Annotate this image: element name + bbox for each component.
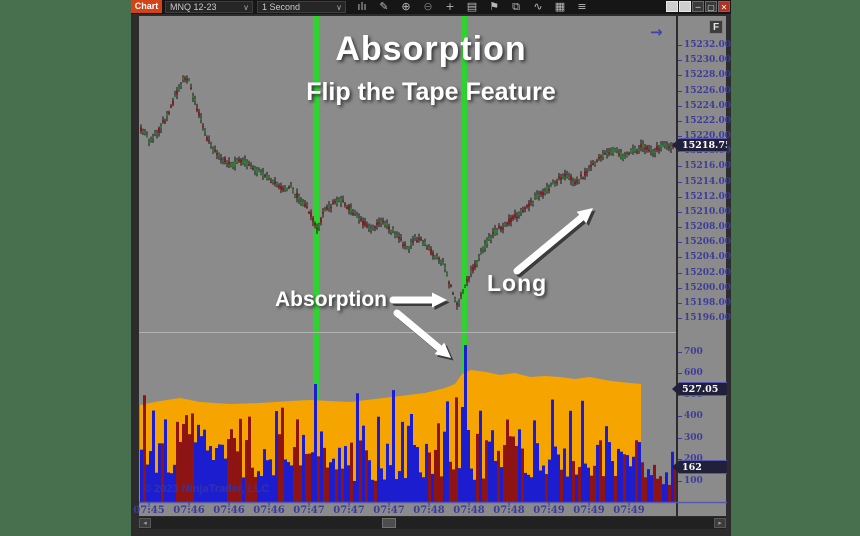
price-tick: 15196.00 (678, 313, 731, 324)
time-label: 07:47 (293, 505, 325, 516)
price-tick: 15226.00 (678, 85, 731, 96)
last-price-badge: 15218.75 (672, 138, 727, 152)
volume-tick: 600 (678, 368, 703, 378)
interval-dropdown[interactable]: 1 Second ∨ (257, 1, 346, 13)
scroll-left-button[interactable]: ◂ (139, 518, 151, 528)
long-annotation: Long (487, 270, 548, 296)
time-label: 07:49 (533, 505, 565, 516)
minimize-button[interactable]: ─ (692, 1, 704, 12)
jump-to-now-icon[interactable]: → (650, 23, 663, 41)
time-label: 07:46 (253, 505, 285, 516)
taskbar-square-1[interactable] (666, 1, 678, 12)
delta-badge: 162 (672, 460, 727, 474)
list-icon[interactable]: ≡ (577, 0, 587, 13)
price-tick: 15208.00 (678, 222, 731, 233)
copyright-text: © 2023 NinjaTrader, LLC (143, 483, 270, 495)
price-tick: 15228.00 (678, 70, 731, 81)
chevron-down-icon: ∨ (243, 3, 249, 12)
price-tick: 15230.00 (678, 55, 731, 66)
titlebar: Chart MNQ 12-23 ∨ 1 Second ∨ ılı ✎ ⊕ ⊖ + ▤ ⚑ ⧉ ∿… (131, 0, 731, 14)
instrument-dropdown[interactable]: MNQ 12-23 ∨ (165, 1, 253, 13)
time-label: 07:48 (413, 505, 445, 516)
cumulative-delta-badge: 527.05 (672, 382, 727, 396)
bar-type-icon[interactable]: ılı (357, 0, 367, 13)
price-tick: 15214.00 (678, 176, 731, 187)
price-tick: 15224.00 (678, 100, 731, 111)
toolbar-icons: ılı ✎ ⊕ ⊖ + ▤ ⚑ ⧉ ∿ ▦ ≡ (351, 0, 593, 14)
price-tick: 15204.00 (678, 252, 731, 263)
price-tick: 15198.00 (678, 297, 731, 308)
h-scrollbar[interactable]: ◂ ▸ (139, 517, 726, 529)
window-buttons: ─ ▢ ✕ (665, 1, 730, 13)
price-tick: 15210.00 (678, 206, 731, 217)
close-button[interactable]: ✕ (718, 1, 730, 12)
overlay-title: Absorption (335, 30, 527, 68)
volume-tick: 200 (678, 454, 703, 464)
zoom-out-icon[interactable]: ⊖ (423, 0, 433, 13)
price-tick: 15222.00 (678, 115, 731, 126)
price-tick: 15232.00 (678, 40, 731, 50)
tab-chart[interactable]: Chart (131, 0, 162, 13)
price-tick: 15202.00 (678, 267, 731, 278)
time-label: 07:48 (453, 505, 485, 516)
note-icon[interactable]: ▤ (466, 0, 478, 13)
crosshair-icon[interactable]: + (445, 0, 455, 13)
scrollbar-thumb[interactable] (382, 518, 396, 528)
chart-window: Absorption Flip the Tape Feature Absorpt… (131, 0, 731, 536)
volume-tick: 300 (678, 432, 703, 443)
time-label: 07:47 (373, 505, 405, 516)
draw-icon[interactable]: ✎ (379, 0, 389, 13)
volume-tick: 100 (678, 475, 703, 486)
price-tick: 15220.00 (678, 131, 731, 142)
volume-tick: 700 (678, 346, 703, 357)
taskbar-square-2[interactable] (679, 1, 691, 12)
price-tick: 15206.00 (678, 237, 731, 248)
time-label: 07:47 (333, 505, 365, 516)
f-button[interactable]: F (709, 20, 723, 34)
volume-tick: 400 (678, 411, 703, 421)
time-label: 07:48 (493, 505, 525, 516)
time-label: 07:49 (573, 505, 605, 516)
time-label: 07:46 (213, 505, 245, 516)
zoom-in-icon[interactable]: ⊕ (401, 0, 411, 13)
indicator-icon[interactable]: ∿ (533, 0, 543, 13)
snapshot-icon[interactable]: ⧉ (512, 0, 520, 13)
absorption-annotation: Absorption (275, 288, 387, 311)
price-tick: 15216.00 (678, 161, 731, 172)
scroll-right-button[interactable]: ▸ (714, 518, 726, 528)
overlay-subtitle: Flip the Tape Feature (306, 78, 556, 106)
interval-dropdown-value: 1 Second (262, 2, 301, 12)
flag-icon[interactable]: ⚑ (489, 0, 499, 13)
time-label: 07:46 (173, 505, 205, 516)
maximize-button[interactable]: ▢ (705, 1, 717, 12)
time-label: 07:49 (613, 505, 645, 516)
time-label: 07:45 (133, 505, 165, 516)
instrument-dropdown-value: MNQ 12-23 (170, 2, 217, 12)
chevron-down-icon: ∨ (336, 3, 342, 12)
price-axis-area[interactable] (677, 16, 726, 516)
price-tick: 15200.00 (678, 282, 731, 293)
template-icon[interactable]: ▦ (554, 0, 566, 13)
price-tick: 15212.00 (678, 191, 731, 202)
